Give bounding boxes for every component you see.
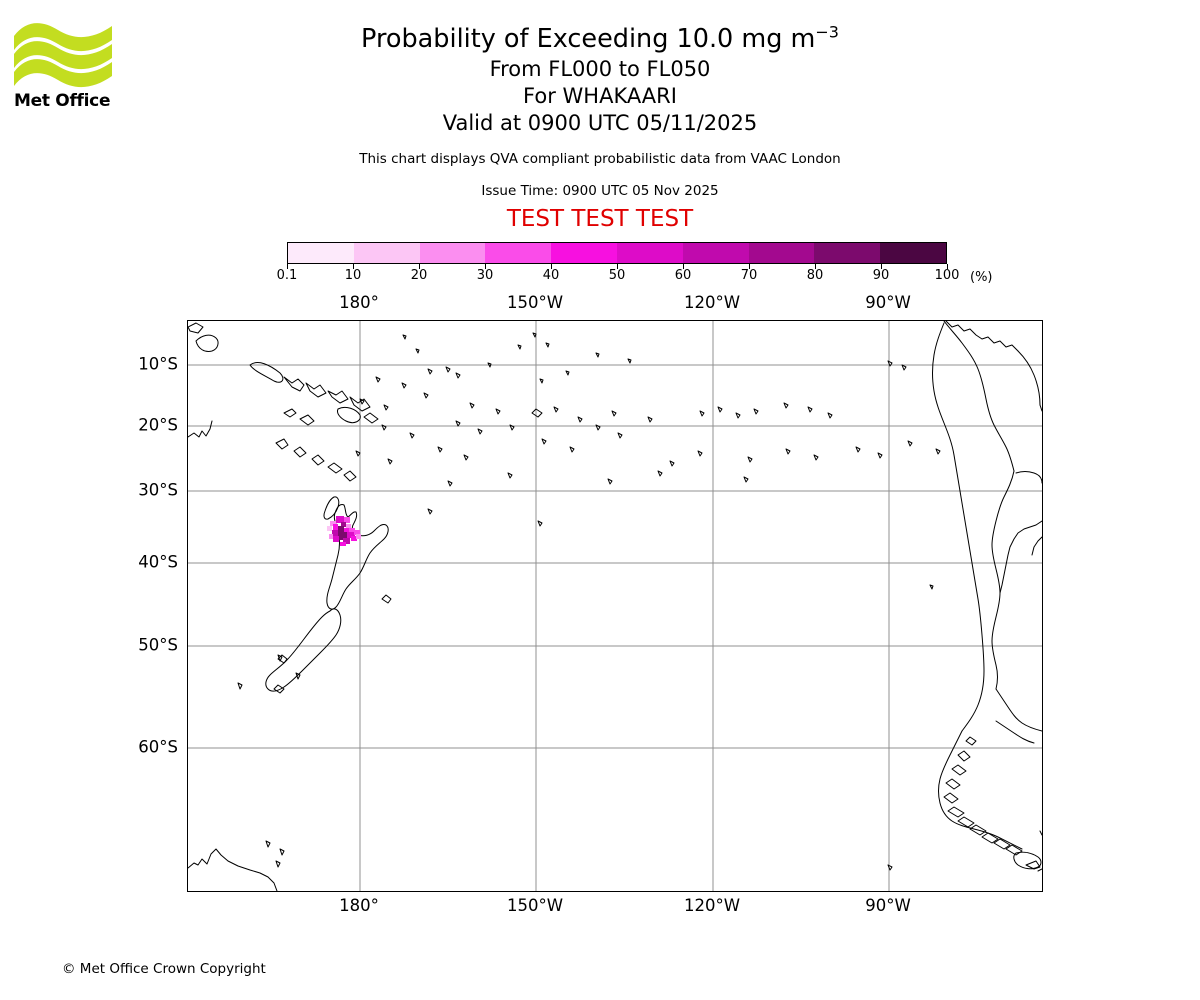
lat-label-10s: 10°S: [138, 354, 178, 374]
colorbar-tickmark-5: [617, 264, 618, 269]
page-title-exponent: −3: [815, 22, 839, 42]
map-gridlines: [188, 321, 1042, 891]
met-office-wave-icon: [14, 23, 112, 88]
colorbar-ticklabel-4: 40: [542, 268, 560, 283]
colorbar-band-2: [419, 243, 486, 263]
colorbar-band-6: [682, 243, 749, 263]
qva-compliance-note: This chart displays QVA compliant probab…: [359, 151, 841, 167]
colorbar-tickmark-2: [419, 264, 420, 269]
plume-cell-7: [338, 526, 344, 534]
colorbar-tickmark-0: [287, 264, 288, 269]
colorbar-ticklabel-7: 70: [740, 268, 758, 283]
colorbar-ticklabel-10: 100: [934, 268, 960, 283]
colorbar-tickmark-3: [485, 264, 486, 269]
colorbar-ticklabel-9: 90: [872, 268, 890, 283]
colorbar-band-3: [485, 243, 552, 263]
met-office-logo-text: Met Office: [14, 91, 111, 111]
lon-label-bottom-180: 180°: [339, 896, 379, 915]
colorbar-tickmark-8: [815, 264, 816, 269]
ash-plume-cells: [327, 516, 361, 546]
colorbar-tickmark-1: [353, 264, 354, 269]
met-office-logo: Met Office: [12, 18, 122, 116]
colorbar-tickmark-10: [947, 264, 948, 269]
plume-cell-5: [333, 524, 338, 530]
plume-cell-1: [344, 517, 350, 523]
plume-cell-9: [332, 530, 338, 537]
copyright-notice: © Met Office Crown Copyright: [62, 961, 266, 977]
colorbar-units-label: (%): [970, 270, 993, 285]
chart-header: Probability of Exceeding 10.0 mg m−3 Fro…: [130, 22, 1070, 233]
lat-label-50s: 50°S: [138, 635, 178, 655]
plume-cell-15: [343, 538, 350, 544]
colorbar-ticklabel-0: 0.1: [276, 268, 298, 283]
colorbar-band-7: [748, 243, 815, 263]
lat-label-60s: 60°S: [138, 737, 178, 757]
lon-label-top-180: 180°: [339, 293, 379, 312]
colorbar-bands: [287, 242, 947, 264]
plume-cell-6: [346, 524, 351, 529]
colorbar-tickmark-7: [749, 264, 750, 269]
flight-level-label: From FL000 to FL050: [489, 57, 711, 81]
lon-label-bottom-120w: 120°W: [683, 896, 741, 915]
colorbar-ticklabel-8: 80: [806, 268, 824, 283]
map-plot-area: [187, 320, 1043, 892]
test-banner: TEST TEST TEST: [506, 206, 694, 232]
colorbar-tickmark-6: [683, 264, 684, 269]
lon-label-top-90w: 90°W: [865, 293, 911, 312]
lat-label-30s: 30°S: [138, 480, 178, 500]
plume-cell-3: [341, 522, 346, 527]
plume-cell-2: [330, 521, 336, 526]
probability-colorbar: 0.1 10 20 30 40 50 60 70 80 90 100: [277, 242, 959, 283]
volcano-label: For WHAKAARI: [523, 84, 677, 108]
plume-cell-10: [349, 528, 355, 533]
plume-cell-13: [354, 530, 360, 535]
issue-time-label: Issue Time: 0900 UTC 05 Nov 2025: [481, 183, 719, 199]
coastline-paths: [188, 321, 1042, 891]
lon-label-bottom-150w: 150°W: [506, 896, 564, 915]
page-title: Probability of Exceeding 10.0 mg m−3: [130, 22, 1070, 56]
plume-cell-18: [356, 534, 361, 539]
valid-time-label: Valid at 0900 UTC 05/11/2025: [442, 111, 758, 135]
lon-label-top-150w: 150°W: [506, 293, 564, 312]
colorbar-band-9: [880, 243, 946, 263]
plume-cell-12: [347, 532, 355, 538]
colorbar-band-5: [616, 243, 683, 263]
plume-cell-17: [329, 534, 333, 539]
colorbar-ticklabel-1: 10: [344, 268, 362, 283]
colorbar-tickmark-9: [881, 264, 882, 269]
lon-label-bottom-90w: 90°W: [865, 896, 911, 915]
plume-cell-0: [336, 516, 344, 523]
plume-cell-11: [338, 532, 347, 540]
colorbar-band-8: [814, 243, 881, 263]
colorbar-band-1: [353, 243, 420, 263]
page-title-text: Probability of Exceeding 10.0 mg m: [361, 24, 816, 54]
lon-label-top-120w: 120°W: [683, 293, 741, 312]
lat-label-20s: 20°S: [138, 415, 178, 435]
map-graphic: [188, 321, 1042, 891]
colorbar-ticklabel-5: 50: [608, 268, 626, 283]
plume-cell-14: [333, 536, 339, 542]
colorbar-tickmark-4: [551, 264, 552, 269]
colorbar-ticklabel-6: 60: [674, 268, 692, 283]
colorbar-ticklabel-3: 30: [476, 268, 494, 283]
colorbar-ticks: 0.1 10 20 30 40 50 60 70 80 90 100: [277, 264, 959, 283]
colorbar-band-0: [288, 243, 354, 263]
lat-label-40s: 40°S: [138, 552, 178, 572]
plume-cell-19: [340, 542, 346, 546]
colorbar-band-4: [551, 243, 617, 263]
plume-cell-16: [351, 536, 357, 541]
plume-cell-4: [327, 526, 332, 531]
colorbar-ticklabel-2: 20: [410, 268, 428, 283]
plume-cell-8: [344, 528, 349, 534]
